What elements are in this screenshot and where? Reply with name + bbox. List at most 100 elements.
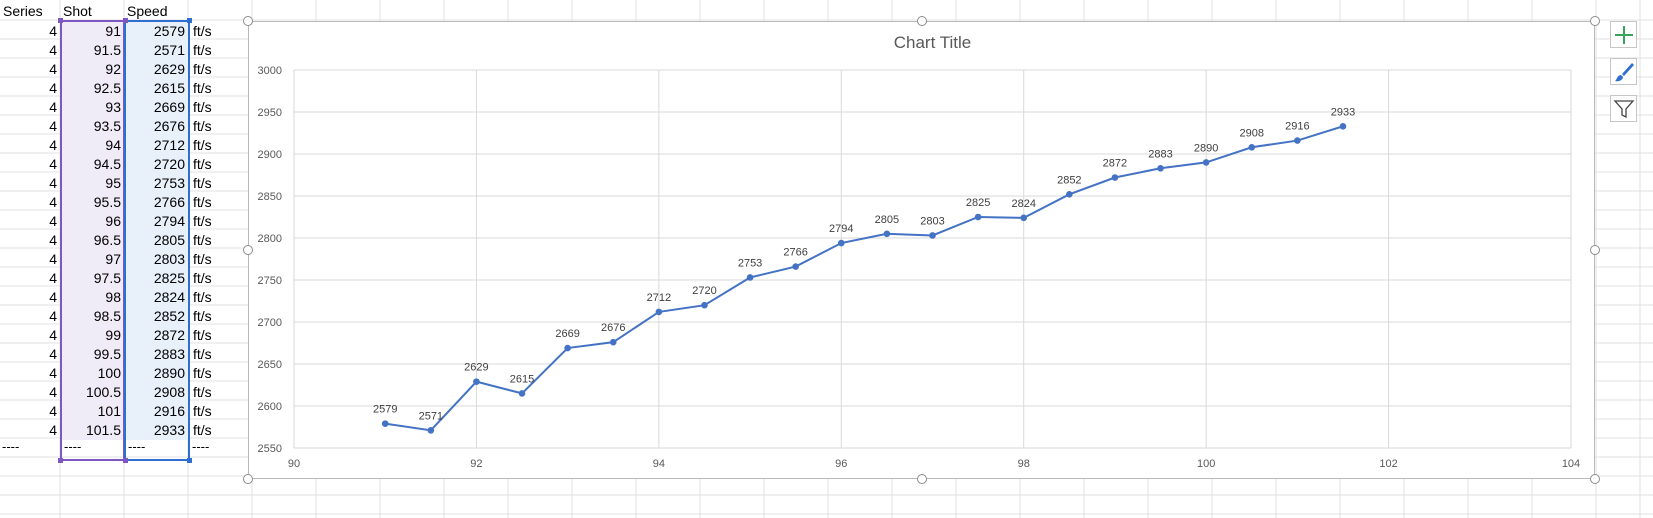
series-cell[interactable]: 4: [49, 422, 57, 438]
series-cell[interactable]: 4: [49, 175, 57, 191]
speed-range-handle[interactable]: [187, 18, 192, 23]
resize-handle-left[interactable]: [243, 245, 253, 255]
shot-cell[interactable]: 99: [60, 325, 124, 345]
speed-cell[interactable]: 2720: [124, 154, 188, 174]
shot-cell[interactable]: 94.5: [60, 154, 124, 174]
unit-cell[interactable]: ft/s: [193, 308, 212, 324]
speed-cell[interactable]: 2629: [124, 59, 188, 79]
shot-cell[interactable]: 94: [60, 135, 124, 155]
header-speed[interactable]: Speed: [127, 3, 168, 19]
unit-cell[interactable]: ft/s: [193, 213, 212, 229]
unit-cell[interactable]: ft/s: [193, 80, 212, 96]
series-cell[interactable]: 4: [49, 61, 57, 77]
speed-cell[interactable]: 2571: [124, 40, 188, 60]
series-cell[interactable]: 4: [49, 327, 57, 343]
series-cell[interactable]: 4: [49, 308, 57, 324]
speed-cell[interactable]: 2676: [124, 116, 188, 136]
series-cell[interactable]: 4: [49, 346, 57, 362]
resize-handle-bottom-left[interactable]: [243, 474, 253, 484]
series-cell[interactable]: 4: [49, 156, 57, 172]
unit-cell[interactable]: ft/s: [193, 99, 212, 115]
unit-cell[interactable]: ft/s: [193, 403, 212, 419]
speed-cell[interactable]: 2712: [124, 135, 188, 155]
speed-cell[interactable]: 2794: [124, 211, 188, 231]
series-cell[interactable]: 4: [49, 99, 57, 115]
series-cell[interactable]: 4: [49, 118, 57, 134]
series-cell[interactable]: 4: [49, 232, 57, 248]
chart-filters-button[interactable]: [1610, 95, 1637, 122]
series-cell[interactable]: 4: [49, 251, 57, 267]
speed-cell[interactable]: 2883: [124, 344, 188, 364]
resize-handle-bottom-right[interactable]: [1590, 474, 1600, 484]
unit-cell[interactable]: ft/s: [193, 422, 212, 438]
series-cell[interactable]: 4: [49, 194, 57, 210]
shot-cell[interactable]: 96: [60, 211, 124, 231]
shot-cell[interactable]: 91: [60, 21, 124, 41]
unit-cell[interactable]: ft/s: [193, 156, 212, 172]
header-series[interactable]: Series: [3, 3, 43, 19]
series-cell[interactable]: 4: [49, 270, 57, 286]
shot-cell[interactable]: 95: [60, 173, 124, 193]
shot-cell[interactable]: 91.5: [60, 40, 124, 60]
chart-area[interactable]: Chart Title 2550 2600 2650 2700 2750 2800 2850 2…: [248, 21, 1595, 479]
shot-range-handle[interactable]: [123, 18, 128, 23]
unit-cell[interactable]: ft/s: [193, 232, 212, 248]
shot-cell[interactable]: 100.5: [60, 382, 124, 402]
shot-cell[interactable]: 99.5: [60, 344, 124, 364]
shot-cell[interactable]: 101: [60, 401, 124, 421]
speed-cell[interactable]: 2579: [124, 21, 188, 41]
resize-handle-right[interactable]: [1590, 245, 1600, 255]
speed-cell[interactable]: 2805: [124, 230, 188, 250]
speed-cell[interactable]: 2852: [124, 306, 188, 326]
shot-cell[interactable]: 92: [60, 59, 124, 79]
speed-cell[interactable]: 2753: [124, 173, 188, 193]
speed-cell[interactable]: 2669: [124, 97, 188, 117]
shot-cell[interactable]: 93: [60, 97, 124, 117]
speed-cell[interactable]: 2933: [124, 420, 188, 440]
unit-cell[interactable]: ft/s: [193, 194, 212, 210]
shot-cell[interactable]: 97.5: [60, 268, 124, 288]
unit-cell[interactable]: ft/s: [193, 61, 212, 77]
shot-cell[interactable]: 100: [60, 363, 124, 383]
unit-cell[interactable]: ft/s: [193, 137, 212, 153]
speed-cell[interactable]: 2803: [124, 249, 188, 269]
speed-cell[interactable]: 2825: [124, 268, 188, 288]
speed-cell[interactable]: 2908: [124, 382, 188, 402]
series-cell[interactable]: 4: [49, 80, 57, 96]
shot-cell[interactable]: 93.5: [60, 116, 124, 136]
series-cell[interactable]: 4: [49, 384, 57, 400]
unit-cell[interactable]: ft/s: [193, 42, 212, 58]
speed-cell[interactable]: 2766: [124, 192, 188, 212]
unit-cell[interactable]: ft/s: [193, 327, 212, 343]
speed-cell[interactable]: 2916: [124, 401, 188, 421]
shot-cell[interactable]: 101.5: [60, 420, 124, 440]
shot-cell[interactable]: 95.5: [60, 192, 124, 212]
shot-range-handle[interactable]: [58, 458, 63, 463]
unit-cell[interactable]: ft/s: [193, 270, 212, 286]
shot-cell[interactable]: 96.5: [60, 230, 124, 250]
resize-handle-bottom[interactable]: [917, 474, 927, 484]
speed-range-handle[interactable]: [187, 458, 192, 463]
series-cell[interactable]: 4: [49, 137, 57, 153]
shot-cell[interactable]: 98: [60, 287, 124, 307]
series-cell[interactable]: 4: [49, 42, 57, 58]
shot-range-handle[interactable]: [123, 458, 128, 463]
shot-range-handle[interactable]: [58, 18, 63, 23]
unit-cell[interactable]: ft/s: [193, 289, 212, 305]
speed-cell[interactable]: 2615: [124, 78, 188, 98]
series-cell[interactable]: 4: [49, 289, 57, 305]
shot-cell[interactable]: 92.5: [60, 78, 124, 98]
unit-cell[interactable]: ft/s: [193, 175, 212, 191]
unit-cell[interactable]: ft/s: [193, 118, 212, 134]
chart-elements-button[interactable]: [1610, 21, 1637, 48]
header-shot[interactable]: Shot: [63, 3, 92, 19]
series-cell[interactable]: 4: [49, 23, 57, 39]
speed-cell[interactable]: 2872: [124, 325, 188, 345]
shot-cell[interactable]: 98.5: [60, 306, 124, 326]
shot-cell[interactable]: 97: [60, 249, 124, 269]
series-cell[interactable]: 4: [49, 365, 57, 381]
resize-handle-top-right[interactable]: [1590, 16, 1600, 26]
series-cell[interactable]: 4: [49, 403, 57, 419]
unit-cell[interactable]: ft/s: [193, 251, 212, 267]
unit-cell[interactable]: ft/s: [193, 346, 212, 362]
